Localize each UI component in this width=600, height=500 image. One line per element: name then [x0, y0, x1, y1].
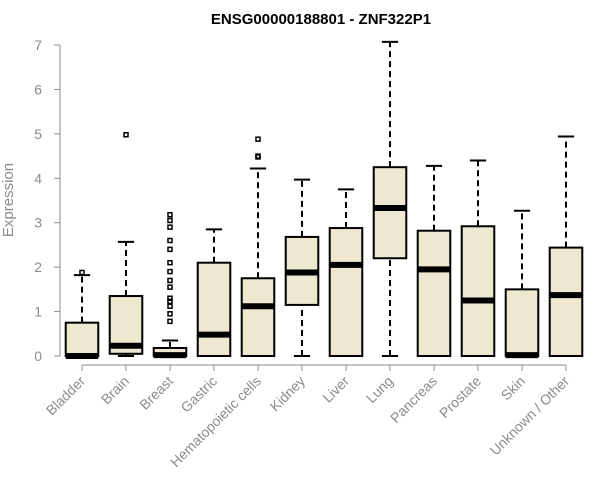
- outlier-point: [167, 318, 173, 325]
- outlier-point: [167, 211, 173, 218]
- x-tick-label: Liver: [319, 373, 352, 406]
- y-tick-label: 5: [34, 126, 42, 142]
- outlier-point: [167, 268, 173, 275]
- box-series: [64, 40, 584, 359]
- outlier-point: [255, 153, 261, 159]
- x-tick-label: Breast: [136, 373, 176, 413]
- box-iqr: [240, 277, 276, 357]
- x-tick-label: Bladder: [43, 373, 89, 419]
- outlier-point: [167, 311, 173, 317]
- box-iqr: [460, 225, 496, 357]
- x-tick-label: Prostate: [436, 373, 484, 421]
- outlier-point: [167, 277, 173, 284]
- outlier-point: [167, 259, 173, 266]
- y-axis-label: Expression: [0, 163, 17, 237]
- box-bladder: [64, 269, 100, 359]
- x-tick-label: Skin: [498, 373, 529, 404]
- x-tick-label: Unknown / Other: [487, 373, 573, 459]
- y-tick-label: 0: [34, 348, 42, 364]
- x-tick-label: Lung: [363, 373, 396, 406]
- box-hematopoietic-cells: [240, 136, 276, 357]
- y-tick-label: 6: [34, 81, 42, 97]
- y-tick-label: 4: [34, 170, 42, 186]
- outlier-point: [167, 246, 173, 253]
- box-iqr: [548, 246, 584, 357]
- x-tick-label: Brain: [98, 373, 132, 407]
- outlier-point: [255, 136, 261, 142]
- box-brain: [108, 131, 144, 357]
- box-iqr: [504, 288, 540, 358]
- y-axis: 0 1 2 3 4 5 6 7: [34, 37, 61, 364]
- y-tick-label: 3: [34, 215, 42, 231]
- x-tick-label: Pancreas: [387, 373, 440, 426]
- outlier-point: [167, 298, 173, 305]
- box-breast: [152, 211, 188, 359]
- box-skin: [504, 209, 540, 359]
- box-kidney: [284, 178, 320, 357]
- x-tick-label: Gastric: [177, 373, 220, 416]
- box-iqr: [372, 166, 408, 260]
- x-tick-label: Kidney: [267, 373, 309, 415]
- box-iqr: [64, 321, 100, 357]
- box-gastric: [196, 228, 232, 358]
- y-tick-label: 7: [34, 37, 42, 53]
- box-unknown-other: [548, 135, 584, 357]
- box-pancreas: [416, 164, 452, 357]
- box-iqr: [196, 261, 232, 358]
- outlier-point: [167, 295, 173, 301]
- outlier-point: [167, 284, 173, 290]
- outlier-point: [167, 224, 173, 230]
- outlier-point: [167, 237, 173, 244]
- chart-title: ENSG00000188801 - ZNF322P1: [211, 11, 431, 28]
- box-lung: [372, 40, 408, 357]
- box-iqr: [328, 227, 364, 357]
- outlier-point: [79, 269, 85, 276]
- outlier-point: [123, 131, 129, 138]
- outlier-point: [167, 217, 173, 224]
- y-tick-label: 1: [34, 304, 42, 320]
- y-tick-label: 2: [34, 259, 42, 275]
- box-liver: [328, 188, 364, 357]
- box-prostate: [460, 159, 496, 357]
- outlier-point: [167, 303, 173, 309]
- box-iqr: [416, 229, 452, 357]
